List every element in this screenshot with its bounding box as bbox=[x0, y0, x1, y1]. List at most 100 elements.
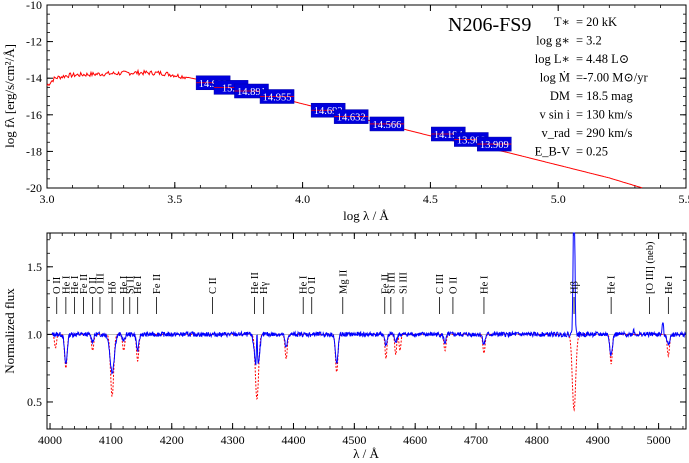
spectrum-y-tick-label: 0.5 bbox=[27, 395, 42, 409]
line-id: He I bbox=[61, 275, 72, 314]
sed-x-tick-label: 3.5 bbox=[167, 192, 182, 206]
param-name: T∗ bbox=[554, 15, 570, 29]
line-id: Hγ bbox=[259, 281, 270, 314]
line-id: Si III bbox=[399, 272, 410, 314]
spectrum-x-tick-label: 4200 bbox=[160, 433, 184, 447]
photometry-point: 14.632 bbox=[333, 109, 369, 124]
param-name: log L∗ bbox=[535, 52, 570, 66]
sed-y-tick-label: -20 bbox=[26, 181, 42, 195]
sed-x-tick-label: 4.5 bbox=[423, 192, 438, 206]
line-id: He I bbox=[607, 275, 618, 314]
line-id: O II bbox=[307, 276, 318, 314]
spectrum-ticks: 4000 4100 4200 4300 4400 4500 4600 4700 4800 4900… bbox=[27, 233, 686, 447]
photometry-point: 14.955 bbox=[259, 89, 295, 104]
line-id-label: Fe II bbox=[79, 273, 90, 294]
photometry-label: 13.909 bbox=[480, 140, 509, 151]
model-spectrum-line bbox=[51, 333, 686, 412]
line-id-label: O II bbox=[448, 276, 459, 294]
line-id-label: He I bbox=[119, 275, 130, 294]
line-id-label: [O III] (neb) bbox=[645, 241, 656, 294]
spectrum-x-tick-label: 4100 bbox=[99, 433, 123, 447]
param-value: = 4.48 L⊙ bbox=[576, 52, 629, 66]
line-id: O II bbox=[88, 276, 99, 314]
observed-spectrum-line bbox=[51, 232, 686, 375]
line-id: He I bbox=[299, 275, 310, 314]
sed-y-tick-label: -14 bbox=[26, 71, 42, 85]
line-id: He I bbox=[133, 275, 144, 314]
line-id: Fe II bbox=[152, 273, 163, 314]
param-value: =-7.00 M⊙/yr bbox=[576, 71, 649, 85]
sed-y-tick-label: -10 bbox=[26, 0, 42, 12]
sed-y-tick-label: -18 bbox=[26, 144, 42, 158]
sed-ticks: 3.0 3.5 4.0 4.5 5.0 5.5 -10 -12 -14 -16 -18 -20 bbox=[26, 0, 689, 206]
spectrum-y-axis-label: Normalized flux bbox=[2, 288, 17, 374]
line-id: Hβ bbox=[570, 281, 581, 314]
line-id-label: Hδ bbox=[108, 281, 119, 294]
param-value: = 3.2 bbox=[576, 34, 602, 48]
line-id-label: He I bbox=[299, 275, 310, 294]
spectrum-x-tick-label: 4000 bbox=[38, 433, 62, 447]
photometry-label: 14.566 bbox=[373, 120, 402, 131]
photometry-label: 14.692 bbox=[314, 106, 343, 117]
line-id-label: Si III bbox=[399, 272, 410, 294]
param-name: DM bbox=[550, 89, 570, 103]
sed-x-tick-label: 5.0 bbox=[551, 192, 566, 206]
param-name: v_rad bbox=[542, 126, 571, 140]
param-value: = 18.5 mag bbox=[576, 89, 633, 103]
line-id: [O III] (neb) bbox=[645, 241, 656, 314]
line-id-label: Mg II bbox=[338, 269, 349, 294]
spectrum-y-tick-label: 1.5 bbox=[27, 260, 42, 274]
line-id-label: He I bbox=[70, 275, 81, 294]
line-id: Mg II bbox=[338, 269, 349, 314]
line-id-label: O III bbox=[95, 273, 106, 294]
sed-x-axis-label: log λ / Å bbox=[343, 208, 389, 223]
line-id-label: He II bbox=[250, 272, 261, 294]
param-value: = 130 km/s bbox=[576, 108, 632, 122]
line-id: O II bbox=[448, 276, 459, 314]
param-name: v sin i bbox=[539, 108, 570, 122]
line-id-label: O II bbox=[88, 276, 99, 294]
sed-y-axis-label: log fλ [erg/s/cm²/Å] bbox=[2, 44, 17, 148]
param-name: log Ṁ bbox=[540, 71, 570, 85]
sed-title: N206-FS9 bbox=[448, 14, 531, 36]
line-id-label: O II bbox=[307, 276, 318, 294]
photometry-label: 14.922 bbox=[199, 79, 228, 90]
photometry-label: 15.0 bbox=[222, 83, 240, 94]
param-name: log g∗ bbox=[536, 34, 570, 48]
line-id-label: Hβ bbox=[570, 281, 581, 294]
line-id: He I bbox=[664, 275, 675, 314]
param-value: = 0.25 bbox=[576, 145, 608, 159]
photometry-label: 14.194 bbox=[434, 130, 464, 141]
spectrum-x-tick-label: 4300 bbox=[221, 433, 245, 447]
spectrum-x-tick-label: 4400 bbox=[281, 433, 305, 447]
line-id: Si III bbox=[386, 272, 397, 314]
spectrum-plot-frame bbox=[46, 232, 687, 430]
sed-y-tick-label: -12 bbox=[26, 35, 42, 49]
line-id: C III bbox=[435, 273, 446, 314]
line-id: Hδ bbox=[108, 281, 119, 314]
param-value: = 290 km/s bbox=[576, 126, 632, 140]
photometry-label: 14.891 bbox=[237, 87, 266, 98]
line-id: Fe II bbox=[79, 273, 90, 314]
line-id-label: C II bbox=[208, 277, 219, 294]
line-id-label: Fe II bbox=[152, 273, 163, 294]
line-id: He I bbox=[119, 275, 130, 314]
sed-x-tick-label: 4.0 bbox=[295, 192, 310, 206]
line-id: He II bbox=[250, 272, 261, 314]
line-id: Si II bbox=[125, 275, 136, 314]
line-id-label: He I bbox=[480, 275, 491, 294]
photometry-label: 14.955 bbox=[263, 93, 292, 104]
line-id: O II bbox=[52, 276, 63, 314]
photometry-label: 13.909 bbox=[457, 136, 486, 147]
line-id-label: Si III bbox=[386, 272, 397, 294]
line-id-label: He I bbox=[61, 275, 72, 294]
sed-y-tick-label: -16 bbox=[26, 108, 42, 122]
spectrum-x-tick-label: 4900 bbox=[586, 433, 610, 447]
line-id-label: He I bbox=[133, 275, 144, 294]
line-id-label: Si II bbox=[125, 275, 136, 294]
line-id: He I bbox=[480, 275, 491, 314]
param-value: = 20 kK bbox=[576, 15, 617, 29]
spectrum-x-tick-label: 4500 bbox=[342, 433, 366, 447]
line-id: O III bbox=[95, 273, 106, 314]
